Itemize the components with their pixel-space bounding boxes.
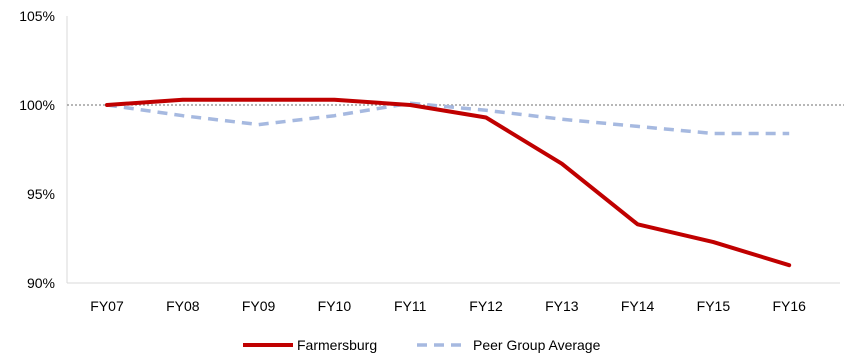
x-tick-label: FY16 [772,298,806,314]
legend: Farmersburg Peer Group Average [243,337,601,353]
y-tick-label: 105% [19,8,55,24]
legend-label: Farmersburg [297,337,377,353]
x-tick-label: FY15 [697,298,731,314]
y-tick-label: 100% [19,97,55,113]
x-tick-label: FY11 [394,298,427,314]
x-tick-label: FY07 [90,298,124,314]
axes: 90% 95% 100% 105% FY07 FY08 FY09 FY10 FY11 FY12 FY… [19,8,844,314]
x-tick-label: FY09 [242,298,276,314]
series-layer [107,100,789,266]
x-tick-label: FY08 [166,298,200,314]
x-tick-label: FY10 [318,298,352,314]
y-tick-label: 90% [27,275,55,291]
x-tick-label: FY12 [469,298,503,314]
x-tick-label: FY13 [545,298,579,314]
series-line-peer-group-average [107,103,789,133]
legend-label: Peer Group Average [473,337,601,353]
y-tick-label: 95% [27,186,55,202]
series-line-farmersburg [107,100,789,266]
x-tick-label: FY14 [621,298,655,314]
